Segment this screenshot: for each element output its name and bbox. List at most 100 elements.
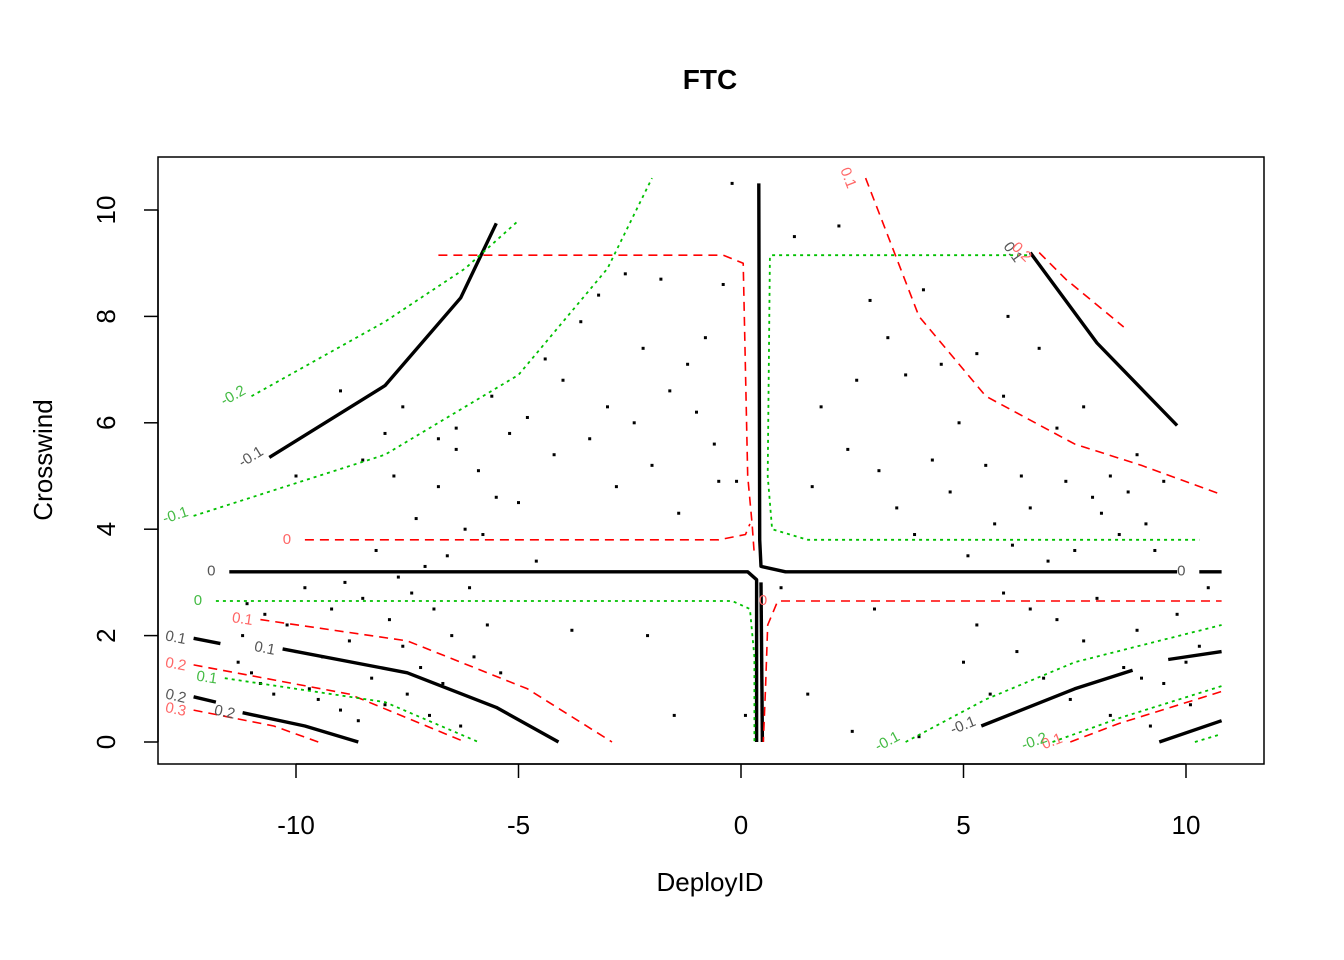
data-point [454, 447, 458, 451]
contour-line-estimate [268, 222, 498, 459]
data-point [1095, 596, 1099, 600]
contour-line-estimate [282, 647, 560, 744]
contour-line-estimate [193, 636, 221, 646]
data-point [606, 405, 609, 409]
contour-label: 0 [1177, 563, 1185, 580]
contour-line-estimate [1167, 649, 1222, 662]
data-point [410, 591, 414, 595]
data-point [672, 713, 676, 717]
data-point [543, 357, 547, 361]
data-point [632, 421, 636, 425]
data-point [1002, 591, 1006, 595]
data-point [837, 224, 841, 228]
data-point [374, 548, 378, 552]
data-point [1082, 639, 1086, 643]
data-point [597, 293, 601, 297]
data-point [712, 442, 716, 446]
data-point [481, 533, 485, 537]
data-point [855, 378, 859, 382]
data-point [401, 644, 405, 648]
data-point [957, 421, 961, 425]
data-point [307, 687, 311, 691]
x-tick-label: 5 [956, 810, 970, 840]
contour-line-estimate [759, 582, 765, 743]
data-point [423, 564, 427, 568]
contour-label: 0.1 [253, 638, 277, 659]
data-point [490, 394, 494, 398]
contour-label: 0 [194, 592, 202, 609]
data-point [1162, 681, 1166, 685]
data-point [347, 639, 351, 643]
data-point [1019, 474, 1023, 478]
data-point [459, 724, 463, 728]
data-point [561, 378, 565, 382]
contour-line-estimate [1028, 251, 1179, 427]
data-point [245, 602, 249, 606]
scatter-points [236, 181, 1210, 739]
data-point [975, 352, 979, 356]
contour-line-upper [193, 664, 466, 743]
data-point [525, 415, 529, 419]
data-point [1135, 453, 1139, 457]
data-point [703, 336, 707, 340]
data-point [921, 288, 925, 292]
data-point [472, 655, 476, 659]
data-point [1037, 346, 1041, 350]
data-point [1148, 724, 1152, 728]
data-point [454, 426, 458, 430]
contour-line-lower [1194, 733, 1222, 743]
data-point [356, 719, 360, 723]
data-point [1064, 479, 1068, 483]
data-point [686, 362, 690, 366]
data-point [432, 607, 436, 611]
data-point [646, 634, 650, 638]
contour-labels: 0 0-0.10.10.10.20.20.1-0.1000.10.20.30.10… [161, 165, 1186, 755]
contour-label: 0.1 [164, 627, 188, 648]
data-point [405, 692, 409, 696]
contour-line-lower [224, 677, 479, 743]
data-point [272, 692, 276, 696]
data-point [414, 517, 418, 521]
data-point [383, 703, 387, 707]
data-point [250, 671, 253, 675]
contour-line-upper [438, 254, 756, 556]
contour-label: -0.1 [161, 503, 191, 527]
contour-line-upper [1038, 252, 1125, 328]
data-point [588, 437, 592, 441]
data-point [895, 506, 899, 510]
data-point [868, 298, 872, 302]
data-point [1162, 479, 1166, 483]
data-point [1073, 548, 1077, 552]
data-point [316, 697, 320, 701]
contour-label: 0 [283, 531, 291, 548]
data-point [1091, 495, 1095, 499]
data-point [1055, 426, 1059, 430]
data-point [361, 596, 365, 600]
contour-label: 0.3 [164, 699, 188, 720]
data-point [1042, 676, 1046, 680]
x-tick-label: -10 [277, 810, 315, 840]
contour-line-estimate [757, 183, 1178, 574]
y-axis: 0 2 4 6 8 10 [91, 196, 159, 749]
contour-line-lower [193, 177, 653, 517]
data-point [396, 575, 400, 579]
contour-line-estimate [980, 668, 1134, 728]
data-point [1144, 522, 1148, 526]
data-point [370, 676, 374, 680]
data-point [917, 735, 921, 739]
data-point [1010, 543, 1014, 547]
data-point [1006, 314, 1010, 318]
chart-title: FTC [683, 64, 737, 95]
data-point [614, 485, 618, 489]
x-axis-label: DeployID [657, 867, 764, 897]
data-point [579, 320, 583, 324]
data-point [792, 235, 796, 239]
data-point [468, 586, 472, 590]
data-point [241, 634, 245, 638]
data-point [1188, 703, 1192, 707]
data-point [993, 522, 997, 526]
data-point [339, 708, 342, 712]
data-point [441, 681, 445, 685]
contour-label: 0.1 [836, 165, 859, 191]
data-point [1135, 628, 1139, 632]
